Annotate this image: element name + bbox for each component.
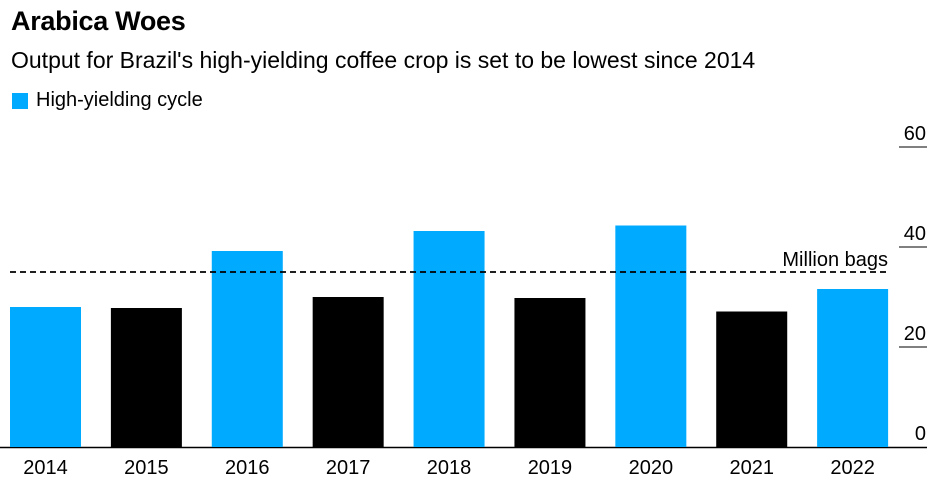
bar-2021 xyxy=(716,311,788,447)
y-tick-label-20: 20 xyxy=(904,323,926,345)
chart-title: Arabica Woes xyxy=(11,6,186,36)
bar-2022 xyxy=(817,289,889,447)
chart-subtitle: Output for Brazil's high-yielding coffee… xyxy=(11,47,756,73)
y-tick-label-0: 0 xyxy=(915,423,926,445)
unit-label: Million bags xyxy=(782,249,888,271)
x-tick-label-2018: 2018 xyxy=(427,457,472,479)
bar-2020 xyxy=(615,225,687,447)
x-tick-label-2019: 2019 xyxy=(528,457,573,479)
bar-2016 xyxy=(211,251,283,447)
x-tick-label-2020: 2020 xyxy=(629,457,674,479)
bar-2018 xyxy=(413,231,485,447)
x-axis-labels: 2014 2015 2016 2017 2018 2019 2020 2021 2022 xyxy=(23,457,875,479)
x-tick-label-2021: 2021 xyxy=(729,457,774,479)
x-tick-label-2014: 2014 xyxy=(23,457,68,479)
x-tick-label-2015: 2015 xyxy=(124,457,169,479)
bars-layer xyxy=(10,225,889,447)
bar-2017 xyxy=(312,297,384,447)
legend-label-high-yielding: High-yielding cycle xyxy=(36,89,203,111)
x-tick-label-2016: 2016 xyxy=(225,457,270,479)
legend-swatch-high-yielding xyxy=(12,92,28,109)
x-tick-label-2017: 2017 xyxy=(326,457,371,479)
y-tick-label-40: 40 xyxy=(904,223,926,245)
x-tick-label-2022: 2022 xyxy=(830,457,875,479)
grid-layer: 0 20 40 60 xyxy=(0,123,927,449)
y-tick-label-60: 60 xyxy=(904,123,926,145)
bar-2015 xyxy=(110,308,182,447)
bar-2019 xyxy=(514,298,586,447)
legend: High-yielding cycle xyxy=(12,89,203,112)
bar-2014 xyxy=(10,307,81,447)
reference-layer: Million bags xyxy=(10,249,888,273)
